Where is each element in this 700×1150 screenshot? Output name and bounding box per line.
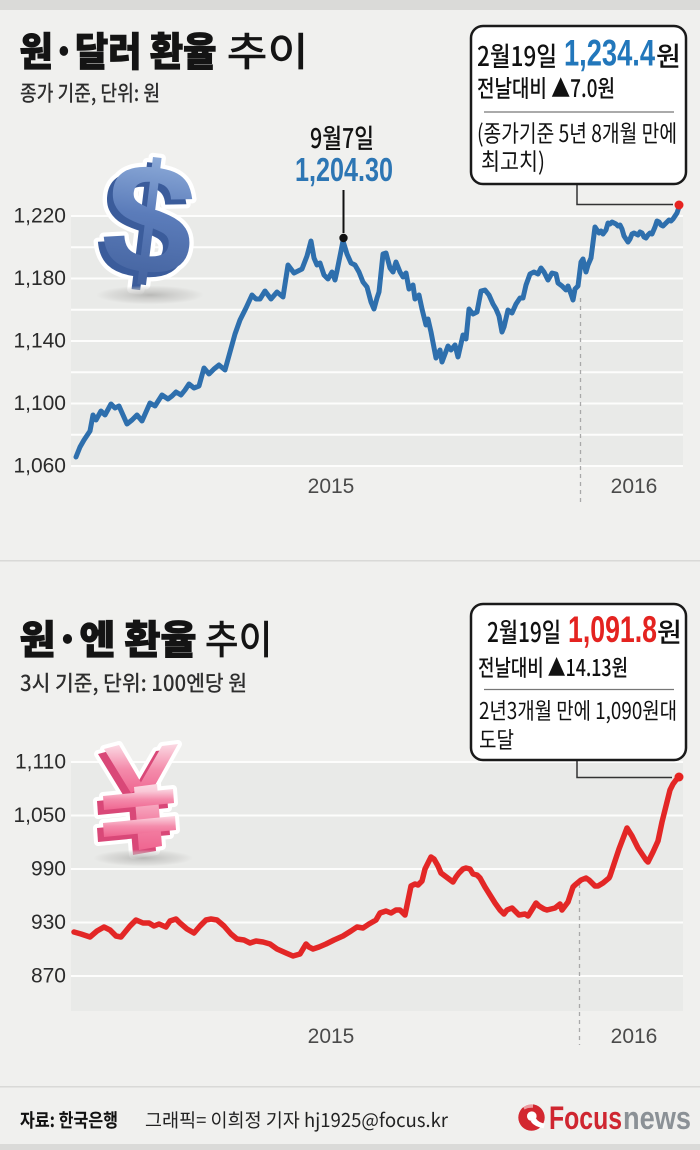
svg-text:1,220: 1,220 — [13, 205, 66, 228]
svg-text:1,091.8: 1,091.8 — [568, 609, 657, 650]
svg-text:1,100: 1,100 — [13, 392, 66, 415]
svg-text:1,234.4: 1,234.4 — [564, 33, 655, 74]
svg-text:2015: 2015 — [308, 1025, 355, 1048]
svg-text:1,050: 1,050 — [13, 804, 66, 827]
svg-text:1,060: 1,060 — [13, 455, 66, 478]
svg-text:2016: 2016 — [611, 1025, 658, 1048]
svg-text:1,110: 1,110 — [15, 751, 66, 774]
svg-text:1,204.30: 1,204.30 — [295, 151, 393, 188]
svg-text:news: news — [623, 1100, 691, 1136]
svg-text:990: 990 — [31, 858, 66, 881]
svg-text:1,180: 1,180 — [13, 267, 66, 290]
svg-text:Focus: Focus — [549, 1100, 622, 1136]
svg-text:930: 930 — [31, 911, 66, 934]
svg-text:2016: 2016 — [611, 475, 658, 498]
svg-text:870: 870 — [31, 965, 66, 988]
svg-text:1,140: 1,140 — [13, 330, 66, 353]
svg-text:2015: 2015 — [308, 475, 355, 498]
